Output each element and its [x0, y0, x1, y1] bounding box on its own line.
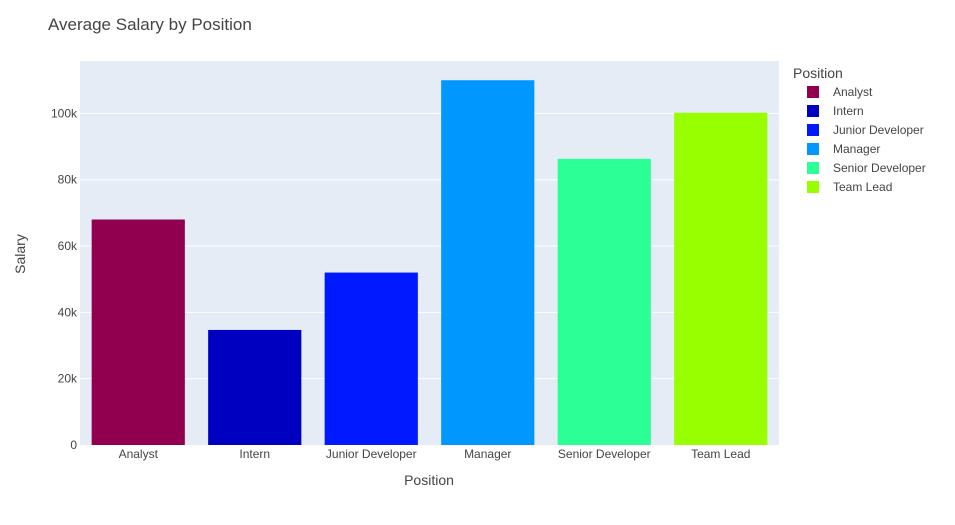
x-tick-label: Team Lead	[691, 447, 750, 461]
bar	[441, 80, 535, 446]
y-tick-label: 40k	[58, 305, 78, 319]
legend: Position Analyst Intern Junior Developer Ma…	[793, 65, 926, 194]
legend-swatch	[807, 124, 819, 136]
legend-swatch	[807, 105, 819, 117]
bar	[557, 158, 651, 445]
x-tick-label: Manager	[464, 447, 511, 461]
bars	[91, 80, 768, 446]
x-tick-label: Intern	[239, 447, 270, 461]
y-axis-title: Salary	[12, 234, 28, 274]
bar	[674, 112, 768, 446]
y-tick-label: 80k	[58, 173, 78, 187]
legend-swatch	[807, 162, 819, 174]
legend-label: Senior Developer	[833, 161, 926, 175]
bar	[324, 272, 418, 445]
y-tick-labels: 0 20k 40k 60k 80k 100k	[51, 106, 78, 452]
x-tick-label: Analyst	[119, 447, 159, 461]
legend-title: Position	[793, 65, 843, 81]
legend-label: Team Lead	[833, 180, 892, 194]
x-tick-label: Senior Developer	[558, 447, 651, 461]
legend-swatch	[807, 143, 819, 155]
gridlines	[80, 112, 779, 380]
legend-label: Analyst	[833, 85, 873, 99]
legend-label: Manager	[833, 142, 880, 156]
bar	[91, 219, 185, 445]
x-tick-label: Junior Developer	[326, 447, 417, 461]
x-axis-title: Position	[404, 472, 454, 488]
legend-label: Intern	[833, 104, 864, 118]
legend-swatch	[807, 86, 819, 98]
y-tick-label: 0	[70, 438, 77, 452]
legend-items: Analyst Intern Junior Developer Manager Seni…	[807, 85, 926, 194]
legend-label: Junior Developer	[833, 123, 924, 137]
chart-title: Average Salary by Position	[48, 15, 252, 34]
bar	[208, 329, 302, 445]
y-tick-label: 20k	[58, 372, 78, 386]
y-tick-label: 100k	[51, 106, 78, 120]
legend-swatch	[807, 181, 819, 193]
plot-background	[80, 61, 779, 445]
x-tick-labels: Analyst Intern Junior Developer Manager Seni…	[119, 447, 751, 461]
y-tick-label: 60k	[58, 239, 78, 253]
